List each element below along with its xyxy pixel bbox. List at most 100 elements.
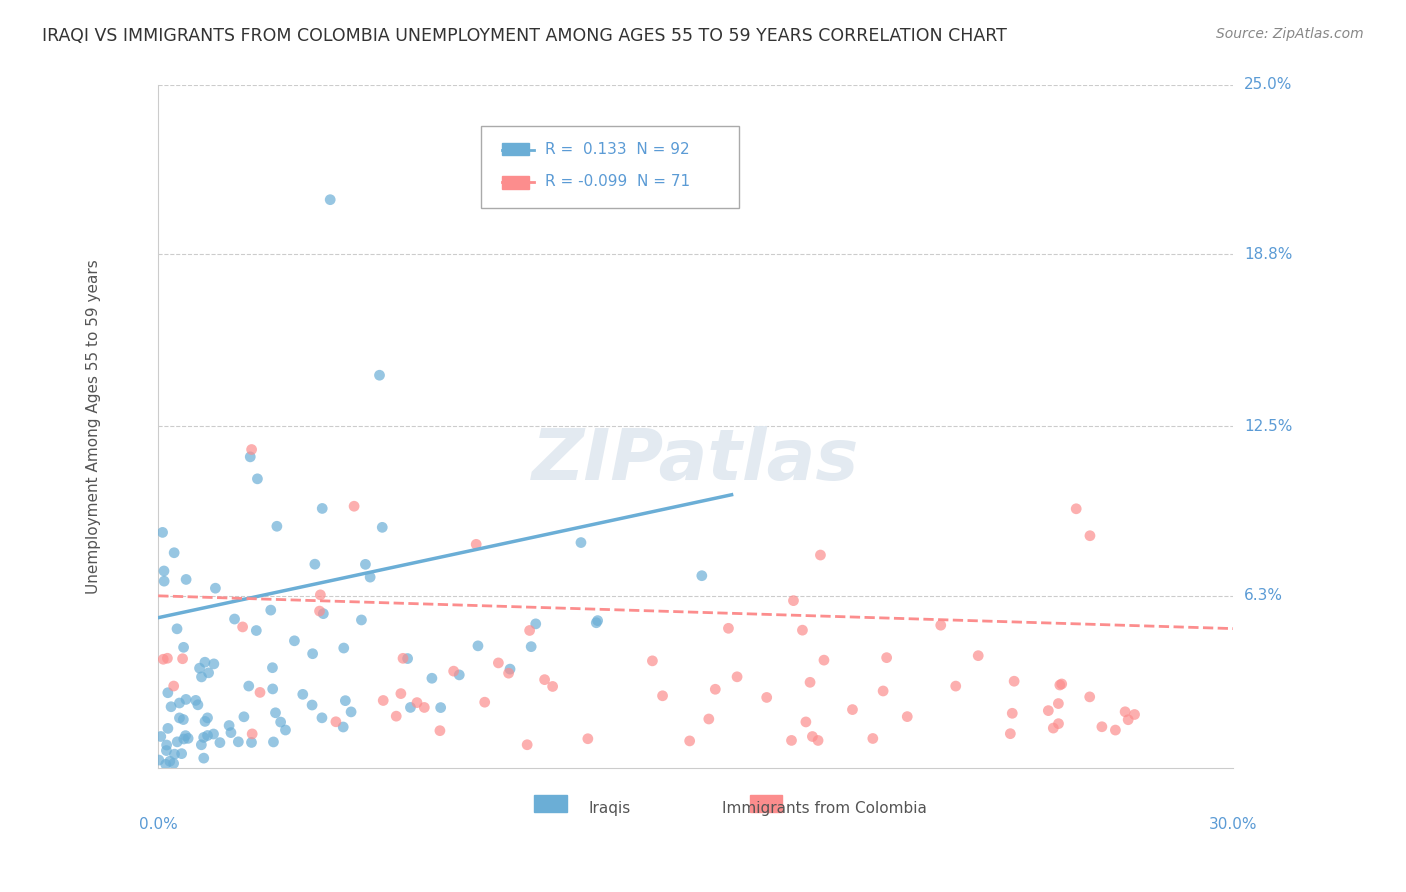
Point [1038,704,1060,718]
Point [319,193,342,207]
Point [304,558,326,572]
Point [246,472,269,486]
Point [350,613,373,627]
Point [262,681,284,696]
Point [152,652,174,666]
Point [162,756,184,771]
Point [163,679,186,693]
Point [841,702,863,716]
Point [184,693,207,707]
Point [569,535,592,549]
Point [413,700,436,714]
Point [249,685,271,699]
Point [1091,720,1114,734]
Point [160,699,183,714]
Point [262,661,284,675]
Point [872,684,894,698]
Point [807,733,830,747]
Point [193,731,215,745]
Point [801,730,824,744]
Point [1049,678,1071,692]
Point [208,736,231,750]
Text: 25.0%: 25.0% [1244,78,1292,93]
Point [240,442,263,457]
Point [159,754,181,768]
Text: 6.3%: 6.3% [1244,589,1284,603]
Point [240,735,263,749]
Point [499,662,522,676]
Point [332,720,354,734]
Point [780,733,803,747]
Point [283,633,305,648]
Point [169,711,191,725]
Point [862,731,884,746]
Point [810,548,832,562]
Point [690,568,713,582]
Point [1042,721,1064,735]
Point [232,710,254,724]
Point [524,616,547,631]
Point [312,607,335,621]
Point [406,696,429,710]
Point [1050,677,1073,691]
Point [498,666,520,681]
Point [166,622,188,636]
Point [245,624,267,638]
Point [173,640,195,655]
Point [799,675,821,690]
Point [262,735,284,749]
Text: 18.8%: 18.8% [1244,247,1292,262]
Text: R = -0.099  N = 71: R = -0.099 N = 71 [546,175,690,189]
Point [156,722,179,736]
Point [516,738,538,752]
Point [896,709,918,723]
Point [396,651,419,665]
Point [782,593,804,607]
Point [311,501,333,516]
Point [1078,529,1101,543]
Point [155,743,177,757]
Point [929,618,952,632]
Point [156,651,179,665]
Point [172,651,194,665]
Point [190,670,212,684]
Point [340,705,363,719]
Point [449,668,471,682]
FancyBboxPatch shape [534,796,567,813]
Point [585,615,607,630]
Point [173,731,195,746]
Point [679,734,702,748]
Point [153,574,176,589]
Point [332,641,354,656]
Point [335,693,357,707]
Point [717,621,740,635]
Point [266,519,288,533]
Point [188,661,211,675]
Point [240,727,263,741]
Text: 0.0%: 0.0% [139,817,177,832]
Point [1064,501,1087,516]
Point [429,700,451,714]
Point [420,671,443,685]
FancyBboxPatch shape [502,177,529,189]
Point [197,729,219,743]
Point [325,714,347,729]
Point [389,687,412,701]
Point [755,690,778,705]
Point [385,709,408,723]
Text: ZIPatlas: ZIPatlas [531,426,859,495]
Point [239,450,262,464]
Point [163,747,186,761]
Point [371,520,394,534]
Point [792,623,814,637]
Point [219,725,242,739]
Point [163,546,186,560]
Point [474,695,496,709]
Point [291,687,314,701]
Point [204,581,226,595]
Point [149,730,172,744]
Point [301,698,323,712]
Text: 12.5%: 12.5% [1244,419,1292,434]
Text: Iraqis: Iraqis [589,801,631,815]
Point [224,612,246,626]
